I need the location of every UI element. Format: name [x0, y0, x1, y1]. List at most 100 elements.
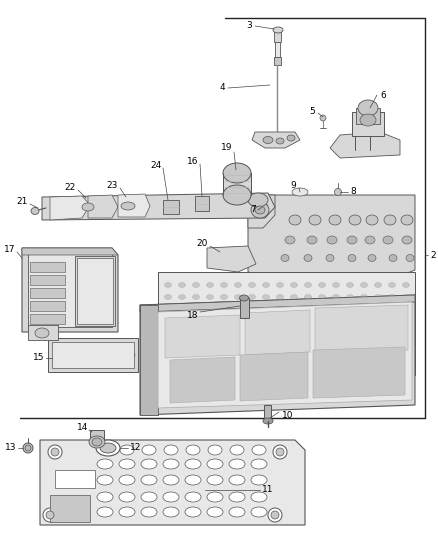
Ellipse shape [179, 366, 186, 370]
Ellipse shape [374, 354, 381, 359]
Ellipse shape [318, 354, 325, 359]
Ellipse shape [185, 475, 201, 485]
Ellipse shape [374, 319, 381, 324]
Ellipse shape [332, 319, 339, 324]
Polygon shape [50, 196, 90, 220]
Ellipse shape [97, 459, 113, 469]
Ellipse shape [234, 330, 241, 335]
Ellipse shape [389, 282, 396, 287]
Ellipse shape [192, 295, 199, 300]
Ellipse shape [403, 319, 410, 324]
Ellipse shape [383, 236, 393, 244]
Ellipse shape [35, 328, 49, 338]
Ellipse shape [240, 295, 248, 301]
Text: 19: 19 [220, 143, 232, 152]
Bar [163, 200, 179, 214]
Ellipse shape [276, 354, 283, 359]
Polygon shape [28, 253, 112, 327]
Ellipse shape [332, 330, 339, 335]
Ellipse shape [234, 354, 241, 359]
Ellipse shape [403, 354, 410, 359]
Text: 7: 7 [250, 206, 256, 214]
Ellipse shape [234, 366, 241, 370]
Ellipse shape [165, 282, 172, 287]
Ellipse shape [179, 330, 186, 335]
Ellipse shape [389, 354, 396, 359]
Bar [275, 42, 280, 57]
Ellipse shape [292, 188, 308, 196]
Ellipse shape [318, 306, 325, 311]
Ellipse shape [229, 492, 245, 502]
Ellipse shape [276, 282, 283, 287]
Ellipse shape [332, 354, 339, 359]
Ellipse shape [229, 507, 245, 517]
Ellipse shape [360, 343, 367, 348]
Text: 10: 10 [282, 410, 293, 419]
Text: 4: 4 [219, 84, 225, 93]
Polygon shape [22, 248, 118, 332]
Ellipse shape [125, 351, 135, 359]
Ellipse shape [31, 207, 39, 214]
Ellipse shape [163, 459, 179, 469]
Ellipse shape [23, 443, 33, 453]
Polygon shape [140, 295, 415, 312]
Ellipse shape [389, 330, 396, 335]
Ellipse shape [51, 448, 59, 456]
Polygon shape [158, 302, 412, 408]
Ellipse shape [48, 445, 62, 459]
Ellipse shape [276, 330, 283, 335]
Ellipse shape [403, 295, 410, 300]
Ellipse shape [192, 330, 199, 335]
Ellipse shape [290, 354, 297, 359]
Ellipse shape [192, 282, 199, 287]
Ellipse shape [304, 354, 311, 359]
Bar [274, 57, 281, 65]
Ellipse shape [220, 282, 227, 287]
Ellipse shape [271, 511, 279, 519]
Ellipse shape [374, 306, 381, 311]
Ellipse shape [276, 319, 283, 324]
Text: 12: 12 [130, 443, 141, 453]
Polygon shape [140, 295, 415, 415]
Ellipse shape [100, 443, 116, 453]
Polygon shape [22, 248, 118, 255]
Ellipse shape [318, 319, 325, 324]
Bar [195, 196, 209, 211]
Polygon shape [315, 305, 408, 353]
Ellipse shape [360, 330, 367, 335]
Ellipse shape [287, 135, 295, 141]
Ellipse shape [262, 330, 269, 335]
Bar [30, 314, 65, 324]
Ellipse shape [141, 507, 157, 517]
Ellipse shape [207, 459, 223, 469]
Ellipse shape [185, 507, 201, 517]
Ellipse shape [85, 351, 95, 359]
Ellipse shape [304, 306, 311, 311]
Ellipse shape [165, 366, 172, 370]
Bar [77, 258, 113, 324]
Ellipse shape [206, 343, 213, 348]
Text: 8: 8 [350, 188, 356, 197]
Ellipse shape [259, 202, 267, 208]
Ellipse shape [248, 306, 255, 311]
Ellipse shape [220, 306, 227, 311]
Ellipse shape [402, 236, 412, 244]
Ellipse shape [248, 343, 255, 348]
Text: 20: 20 [197, 239, 208, 248]
Ellipse shape [46, 511, 54, 519]
Ellipse shape [220, 330, 227, 335]
Ellipse shape [332, 295, 339, 300]
Text: 18: 18 [187, 311, 198, 319]
Bar [352, 112, 384, 136]
Ellipse shape [229, 459, 245, 469]
Ellipse shape [207, 475, 223, 485]
Ellipse shape [276, 366, 283, 370]
Polygon shape [28, 325, 58, 340]
Ellipse shape [262, 295, 269, 300]
Ellipse shape [163, 492, 179, 502]
Ellipse shape [276, 295, 283, 300]
Ellipse shape [97, 507, 113, 517]
Ellipse shape [142, 445, 156, 455]
Ellipse shape [206, 354, 213, 359]
Ellipse shape [276, 448, 284, 456]
